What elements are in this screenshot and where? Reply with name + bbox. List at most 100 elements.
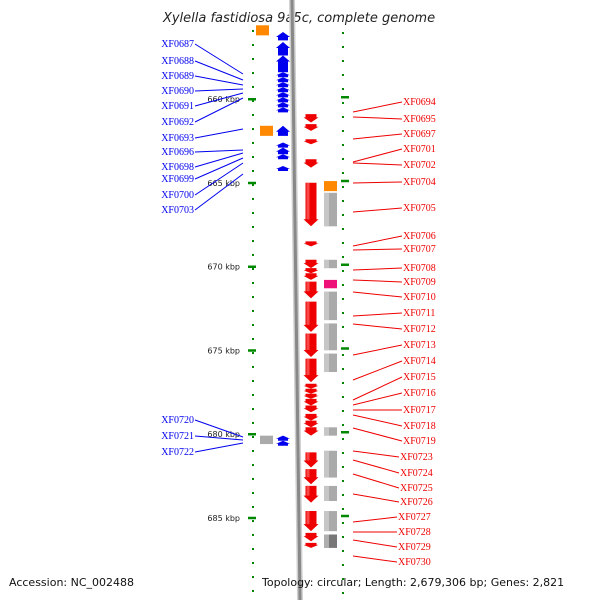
ruler-dot (252, 198, 254, 200)
ruler-dot (252, 394, 254, 396)
reverse-gene-label: XF0709 (403, 277, 436, 288)
kbp-tick-left (248, 433, 256, 436)
ruler-dot (252, 534, 254, 536)
orange-feature-box (324, 181, 337, 192)
reverse-leader-line (352, 539, 398, 548)
reverse-leader-line (352, 555, 398, 563)
reverse-gene-label: XF0727 (398, 512, 431, 523)
ruler-dot (342, 480, 344, 482)
feature-highlight (324, 485, 329, 501)
orange-feature-box (256, 25, 269, 36)
kbp-label: 665 kbp (207, 179, 240, 188)
forward-gene-arrow (276, 102, 290, 108)
reverse-leader-line (352, 207, 403, 213)
ruler-dot (252, 44, 254, 46)
reverse-gene-label: XF0707 (403, 244, 436, 255)
ruler-dot (342, 242, 344, 244)
ruler-dot (342, 550, 344, 552)
ruler-dot (252, 282, 254, 284)
ruler-dot (252, 492, 254, 494)
ruler-dot (252, 170, 254, 172)
arrow-shine (306, 333, 310, 350)
ruler-dot (252, 548, 254, 550)
reverse-leader-line (352, 279, 403, 283)
feature-highlight (324, 427, 329, 436)
ruler-dot (252, 226, 254, 228)
forward-gene-arrow (276, 82, 290, 88)
reverse-leader-line (352, 235, 403, 247)
reverse-gene-label: XF0711 (403, 308, 435, 319)
reverse-gene-arrow (303, 388, 319, 394)
ruler-dots (252, 30, 344, 594)
forward-gene-label: XF0690 (161, 86, 194, 97)
ruler-dot (252, 128, 254, 130)
reverse-gene-label: XF0723 (400, 452, 433, 463)
ruler-dot (252, 296, 254, 298)
reverse-gene-arrow (303, 301, 319, 332)
forward-gene-arrow (276, 77, 290, 83)
ruler-dot (252, 72, 254, 74)
reverse-leader-line (352, 181, 403, 184)
reverse-leader-line (352, 459, 400, 474)
kbp-tick-right (341, 179, 349, 183)
forward-gene-label: XF0689 (161, 71, 194, 82)
magenta-feature-box (324, 279, 337, 289)
feature-highlight (324, 450, 329, 478)
forward-gene-label: XF0687 (161, 39, 194, 50)
ruler-dot (252, 310, 254, 312)
ruler-dot (342, 354, 344, 356)
ruler-dot (252, 352, 254, 354)
reverse-leader-line (352, 450, 400, 458)
forward-leader-line (194, 435, 244, 441)
ruler-dot (342, 144, 344, 146)
kbp-tick-left (248, 516, 256, 520)
ruler-dot (252, 506, 254, 508)
ruler-dot (342, 74, 344, 76)
reverse-gene-label: XF0724 (400, 468, 433, 479)
forward-gene-label: XF0696 (161, 147, 194, 158)
arrow-shine (306, 452, 310, 461)
forward-gene-arrow (276, 107, 290, 113)
reverse-gene-label: XF0726 (400, 497, 433, 508)
forward-gene-arrow (276, 32, 290, 41)
ruler-dot (252, 156, 254, 158)
reverse-gene-label: XF0729 (398, 542, 431, 553)
arrow-shine (306, 511, 310, 525)
reverse-leader-line (352, 516, 398, 523)
forward-leader-line (194, 442, 244, 453)
reverse-gene-label: XF0717 (403, 405, 436, 416)
arrow-shine (306, 485, 310, 496)
feature-highlight (324, 192, 329, 227)
feature-highlight (324, 291, 329, 321)
kbp-tick-left (248, 265, 256, 268)
forward-gene-arrow (276, 154, 290, 160)
reverse-leader-line (352, 376, 403, 401)
ruler-dot (252, 422, 254, 424)
reverse-leader-line (352, 344, 403, 356)
feature-highlight (324, 259, 329, 269)
backbone-line (290, 0, 302, 600)
gray-feature-box (324, 427, 337, 436)
reverse-leader-line (352, 101, 403, 113)
forward-gene-label: XF0722 (161, 447, 194, 458)
reverse-leader-line (352, 162, 403, 166)
gray-feature-box (260, 435, 273, 445)
reverse-gene-arrow (303, 413, 319, 421)
forward-leader-line (194, 173, 244, 211)
gray-feature-box (324, 259, 337, 269)
ruler-dot (252, 184, 254, 186)
ruler-dot (342, 452, 344, 454)
feature-highlight (324, 323, 329, 351)
ruler-dot (252, 590, 254, 592)
kbp-tick-left (248, 98, 256, 101)
reverse-gene-labels: XF0694 XF0695 XF0697 XF0701 XF0702 XF0704 XF07… (352, 97, 436, 568)
ruler-dot (342, 88, 344, 90)
reverse-leader-line (352, 148, 403, 163)
reverse-leader-line (352, 323, 403, 330)
arrow-shine (306, 281, 310, 292)
forward-gene-arrow (276, 42, 290, 56)
ruler-dot (342, 522, 344, 524)
forward-leader-line (194, 152, 244, 168)
reverse-gene-label: XF0716 (403, 388, 436, 399)
ruler-dot (342, 410, 344, 412)
